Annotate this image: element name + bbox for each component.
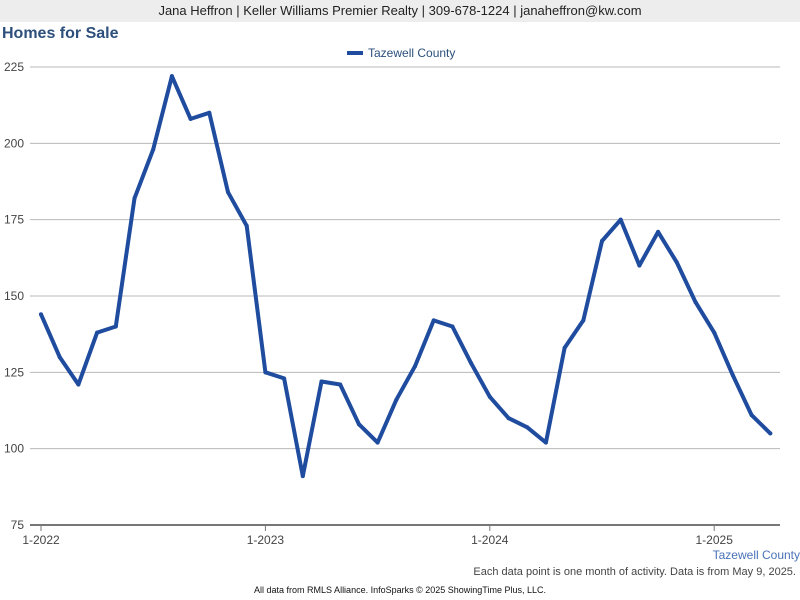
legend-label: Tazewell County xyxy=(368,46,456,60)
data-point xyxy=(431,318,436,323)
data-point xyxy=(151,147,156,152)
grid xyxy=(30,66,780,450)
data-point xyxy=(730,373,735,378)
data-point xyxy=(394,397,399,402)
data-note: Each data point is one month of activity… xyxy=(473,566,796,578)
y-tick-label: 125 xyxy=(4,365,24,379)
data-point xyxy=(637,263,642,268)
data-point xyxy=(487,394,492,399)
data-point xyxy=(300,474,305,479)
x-tick-label: 1-2024 xyxy=(471,533,509,547)
data-point xyxy=(356,422,361,427)
data-point xyxy=(749,413,754,418)
y-tick-label: 200 xyxy=(4,136,24,150)
x-tick-label: 1-2023 xyxy=(247,533,285,547)
data-point xyxy=(712,330,717,335)
data-point xyxy=(693,300,698,305)
data-point xyxy=(450,324,455,329)
data-point xyxy=(263,370,268,375)
y-axis: 75 100 125 150 175 200 225 xyxy=(4,60,24,532)
chart-title: Homes for Sale xyxy=(2,25,119,42)
data-point xyxy=(76,382,81,387)
x-axis: 1-2022 1-2023 1-2024 1-2025 xyxy=(22,524,780,547)
data-point xyxy=(543,440,548,445)
series-line xyxy=(39,74,773,479)
contact-header: Jana Heffron | Keller Williams Premier R… xyxy=(0,0,800,22)
footer-credit: All data from RMLS Alliance. InfoSparks … xyxy=(254,585,546,595)
data-point xyxy=(338,382,343,387)
x-tick-label: 1-2025 xyxy=(696,533,734,547)
data-point xyxy=(562,345,567,350)
data-point xyxy=(169,74,174,79)
y-tick-label: 175 xyxy=(4,213,24,227)
data-point xyxy=(319,379,324,384)
series-label: Tazewell County xyxy=(712,548,800,562)
data-point xyxy=(525,425,530,430)
y-tick-label: 150 xyxy=(4,289,24,303)
y-tick-label: 75 xyxy=(11,518,25,532)
legend-swatch xyxy=(347,51,363,55)
x-tick-label: 1-2022 xyxy=(22,533,60,547)
y-tick-label: 100 xyxy=(4,442,24,456)
data-point xyxy=(506,416,511,421)
data-point xyxy=(282,376,287,381)
data-point xyxy=(244,223,249,228)
data-point xyxy=(226,190,230,195)
y-tick-label: 225 xyxy=(4,60,24,74)
data-point xyxy=(674,260,679,265)
data-point xyxy=(375,440,380,445)
data-point xyxy=(618,217,623,222)
series-group xyxy=(39,74,773,479)
data-point xyxy=(132,196,137,201)
data-point xyxy=(600,239,604,244)
data-point xyxy=(113,324,118,329)
data-point xyxy=(95,330,100,335)
data-point xyxy=(469,361,474,366)
legend[interactable]: Tazewell County xyxy=(347,46,455,60)
data-point xyxy=(656,229,661,234)
data-point xyxy=(413,364,417,369)
data-point xyxy=(768,431,773,436)
data-point xyxy=(39,312,43,317)
data-point xyxy=(57,355,62,360)
data-point xyxy=(207,110,212,115)
data-point xyxy=(581,318,586,323)
data-point xyxy=(188,116,193,121)
